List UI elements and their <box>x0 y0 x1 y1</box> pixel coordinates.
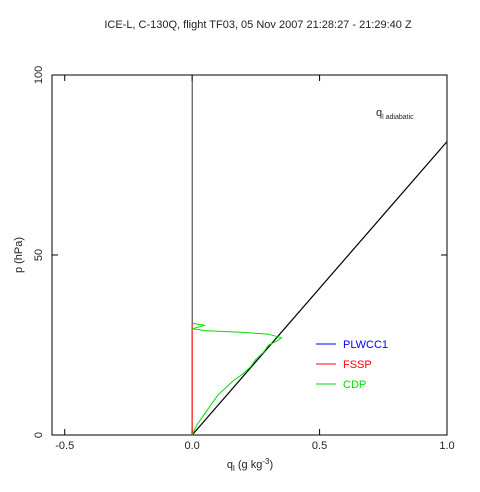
legend-label: FSSP <box>343 359 372 371</box>
y-tick-label: 50 <box>33 249 45 261</box>
annotation: ql adiabatic <box>376 107 414 121</box>
x-tick-label: 0.5 <box>312 440 327 452</box>
legend-label: CDP <box>343 379 366 391</box>
y-tick-label: 0 <box>33 432 45 438</box>
x-tick-label: -0.5 <box>55 440 74 452</box>
x-tick-label: 1.0 <box>439 440 454 452</box>
series-line <box>191 322 283 436</box>
chart-title: ICE-L, C-130Q, flight TF03, 05 Nov 2007 … <box>104 19 412 31</box>
legend-label: PLWCC1 <box>343 339 388 351</box>
x-label-part: ) <box>269 459 273 471</box>
x-label-part: (g kg <box>235 459 263 471</box>
y-tick-label: 100 <box>33 66 45 84</box>
y-axis-label: p (hPa) <box>13 237 25 273</box>
x-tick-label: 0.0 <box>185 440 200 452</box>
x-label-sup: -3 <box>262 457 270 466</box>
annotation-part: q <box>376 107 382 119</box>
x-label-sub: l <box>233 464 235 473</box>
x-label-part: q <box>227 459 233 471</box>
adiabatic-line <box>191 141 448 436</box>
plot-frame <box>51 74 448 436</box>
x-axis-label: ql (g kg-3) <box>227 457 273 473</box>
annotation-sub: l adiabatic <box>382 114 414 121</box>
